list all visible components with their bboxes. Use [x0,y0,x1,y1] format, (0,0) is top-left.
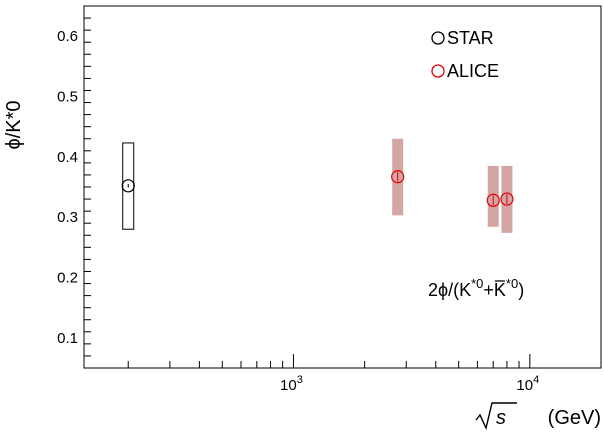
x-tick-label: 103 [280,374,303,394]
legend-marker [431,64,445,78]
data-markers [121,170,514,207]
ratio-annotation: 2ϕ/(K*0+K*0) [428,276,524,300]
y-axis-label: ϕ/K*0 [3,100,25,149]
y-tick-label: 0.3 [57,209,78,226]
legend: STAR ALICE [431,28,499,81]
x-tick-label: 104 [516,374,539,394]
legend-label: STAR [447,28,494,48]
y-tick-label: 0.6 [57,28,78,45]
y-tick-label: 0.1 [57,330,78,347]
stat-error-bars [127,171,508,206]
data-point [500,192,514,206]
y-tick-label: 0.5 [57,89,78,106]
annotation-sup-1: *0 [471,276,483,291]
data-point [391,170,405,184]
data-point [486,193,500,207]
x-axis-title: s (GeV) [475,402,601,431]
data-point [121,179,135,193]
annotation-sup-2: *0 [506,276,518,291]
x-axis-ticks: 103 104 [127,354,602,394]
y-axis-title: ϕ/K*0 [3,100,25,149]
systematic-boxes [122,138,513,233]
x-axis-symbol: s [496,407,506,429]
legend-label: ALICE [447,61,499,81]
plot-frame [83,5,602,369]
sqrt-symbol [475,402,517,431]
annotation-kbar: K [494,280,506,300]
y-tick-label: 0.4 [57,149,78,166]
y-tick-label: 0.2 [57,270,78,287]
y-axis-ticks: 0.1 0.2 0.3 0.4 0.5 0.6 [57,5,91,369]
legend-marker [431,31,445,45]
x-axis-unit: (GeV) [548,407,601,429]
